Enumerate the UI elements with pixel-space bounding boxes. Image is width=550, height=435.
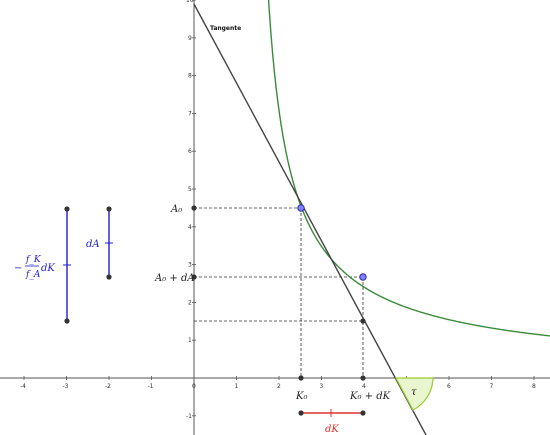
y-tick-label: 2 bbox=[188, 299, 192, 306]
x-tick-label: -3 bbox=[63, 383, 69, 390]
fK-fA-endpoint-top bbox=[64, 206, 70, 212]
tangent-label: Tangente bbox=[210, 25, 241, 32]
y-tick-label: 9 bbox=[188, 35, 192, 42]
dA-endpoint-bottom bbox=[106, 274, 112, 280]
x-tick-labels: -4-3-2-1012345678 bbox=[20, 376, 536, 390]
point-K0-axis bbox=[298, 375, 304, 381]
label-dK: dK bbox=[325, 424, 339, 435]
label-dA: dA bbox=[86, 239, 100, 250]
label-A0-plus-dA: A₀ + dA bbox=[154, 273, 195, 284]
x-tick-label: 6 bbox=[447, 383, 451, 390]
minus-sign: − bbox=[14, 263, 22, 274]
x-tick-label: -2 bbox=[105, 383, 111, 390]
point-B bbox=[359, 273, 367, 281]
point-A bbox=[297, 204, 305, 212]
x-tick-label: 3 bbox=[320, 383, 324, 390]
x-tick-label: 8 bbox=[532, 383, 536, 390]
x-tick-label: 0 bbox=[192, 383, 196, 390]
x-tick-label: -1 bbox=[148, 383, 154, 390]
fraction-numerator: f_K bbox=[25, 255, 42, 265]
fK-fA-endpoint-bottom bbox=[64, 318, 70, 324]
point-A0-axis bbox=[191, 205, 197, 211]
y-tick-label: 5 bbox=[188, 186, 192, 193]
tau-angle-arc bbox=[395, 377, 434, 411]
y-tick-label: -1 bbox=[186, 413, 192, 420]
label-A0: A₀ bbox=[170, 204, 182, 215]
dK-endpoint-left bbox=[298, 410, 304, 416]
y-tick-label: 7 bbox=[188, 110, 192, 117]
y-tick-label: 6 bbox=[188, 148, 192, 155]
point-A0dA-axis bbox=[191, 274, 197, 280]
x-tick-label: 1 bbox=[235, 383, 239, 390]
y-tick-label: 3 bbox=[188, 262, 192, 269]
label-K0: K₀ bbox=[295, 391, 307, 402]
fraction-suffix: dK bbox=[41, 263, 55, 274]
y-tick-labels: -1 1 2 3 4 5 6 7 8 9 10 bbox=[186, 0, 196, 420]
point-K0dK-axis bbox=[360, 375, 366, 381]
x-tick-label: -4 bbox=[20, 383, 26, 390]
x-tick-label: 4 bbox=[362, 383, 366, 390]
tangent-line bbox=[193, 3, 427, 435]
indifference-curve bbox=[267, 0, 550, 337]
y-tick-label: 1 bbox=[188, 337, 192, 344]
fraction-denominator: f_A bbox=[25, 270, 41, 280]
y-tick-label: 4 bbox=[188, 224, 192, 231]
dA-endpoint-top bbox=[106, 206, 112, 212]
point-C bbox=[360, 318, 366, 324]
x-tick-label: 2 bbox=[277, 383, 281, 390]
label-K0-plus-dK: K₀ + dK bbox=[349, 391, 391, 402]
label-minus-fK-over-fA-dK: − f_K f_A dK bbox=[14, 255, 55, 280]
tau-label: τ bbox=[411, 387, 417, 398]
x-tick-label: 7 bbox=[490, 383, 494, 390]
dK-endpoint-right bbox=[360, 410, 366, 416]
y-tick-label: 8 bbox=[188, 73, 192, 80]
y-tick-label: 10 bbox=[186, 0, 194, 4]
